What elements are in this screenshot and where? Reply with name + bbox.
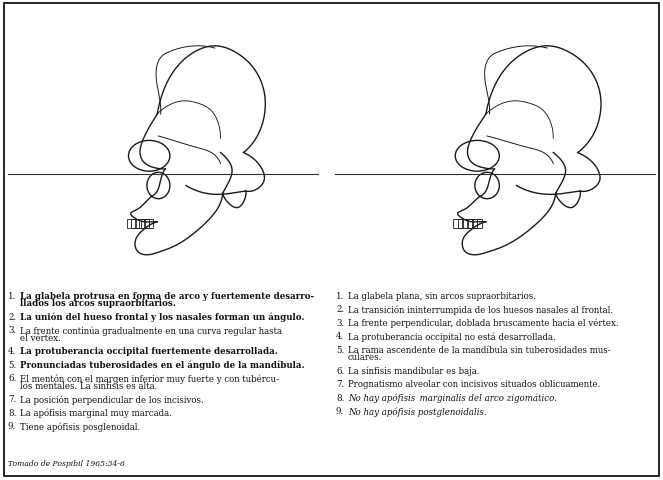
Bar xyxy=(141,219,149,228)
Text: El mentón con el margen inferior muy fuerte y con tubércu-: El mentón con el margen inferior muy fue… xyxy=(20,374,279,383)
Text: La posición perpendicular de los incisivos.: La posición perpendicular de los incisiv… xyxy=(20,395,204,404)
Text: Tomado de Pospibil 1965:34-6: Tomado de Pospibil 1965:34-6 xyxy=(8,459,125,467)
Text: La unión del hueso frontal y los nasales forman un ángulo.: La unión del hueso frontal y los nasales… xyxy=(20,312,304,322)
Text: No hay apófisis  marginalis del arco zigomático.: No hay apófisis marginalis del arco zigo… xyxy=(348,393,557,403)
Bar xyxy=(463,219,472,228)
Text: el vértex.: el vértex. xyxy=(20,333,61,342)
Bar xyxy=(458,219,467,228)
Text: Prognatismo alveolar con incisivos situados oblicuamente.: Prognatismo alveolar con incisivos situa… xyxy=(348,380,601,389)
Text: La glabela protrusa en forma de arco y fuertemente desarro-: La glabela protrusa en forma de arco y f… xyxy=(20,291,314,300)
Text: 9.: 9. xyxy=(8,421,17,431)
Text: culares.: culares. xyxy=(348,353,383,362)
Text: 6.: 6. xyxy=(336,366,344,375)
Text: 1.: 1. xyxy=(336,291,344,300)
Text: Pronunciadas tuberosidades en el ángulo de la mandíbula.: Pronunciadas tuberosidades en el ángulo … xyxy=(20,360,304,370)
Text: 5.: 5. xyxy=(8,360,17,369)
Text: Tiene apófisis posglenoidal.: Tiene apófisis posglenoidal. xyxy=(20,421,141,431)
Text: 2.: 2. xyxy=(336,305,344,314)
Text: 4.: 4. xyxy=(336,332,344,341)
Bar xyxy=(453,219,462,228)
Text: 3.: 3. xyxy=(8,326,16,335)
Bar xyxy=(136,219,144,228)
Text: La apófisis marginal muy marcada.: La apófisis marginal muy marcada. xyxy=(20,408,172,418)
Text: La frente perpendicular, doblada bruscamente hacia el vértex.: La frente perpendicular, doblada bruscam… xyxy=(348,318,619,328)
Text: 2.: 2. xyxy=(8,312,17,321)
Text: La protuberancia occipital no está desarrollada.: La protuberancia occipital no está desar… xyxy=(348,332,556,341)
Bar xyxy=(468,219,477,228)
Text: La glabela plana, sin arcos supraorbitarios.: La glabela plana, sin arcos supraorbitar… xyxy=(348,291,536,300)
Text: 1.: 1. xyxy=(8,291,17,300)
Text: 8.: 8. xyxy=(336,393,344,402)
Text: 5.: 5. xyxy=(336,345,344,354)
Text: 3.: 3. xyxy=(336,318,344,327)
Text: 6.: 6. xyxy=(8,374,17,383)
Bar xyxy=(127,219,135,228)
Text: los mentales. La sínfisis es alta.: los mentales. La sínfisis es alta. xyxy=(20,381,157,390)
Text: 9.: 9. xyxy=(336,407,344,416)
Text: 7.: 7. xyxy=(8,395,17,404)
Text: llados los arcos supraorbitarios.: llados los arcos supraorbitarios. xyxy=(20,299,176,308)
Text: 7.: 7. xyxy=(336,380,344,389)
Text: La transición ininterrumpida de los huesos nasales al frontal.: La transición ininterrumpida de los hues… xyxy=(348,305,613,314)
Text: La protuberancia occipital fuertemente desarrollada.: La protuberancia occipital fuertemente d… xyxy=(20,347,278,356)
Bar xyxy=(473,219,481,228)
Text: La frente continúa gradualmente en una curva regular hasta: La frente continúa gradualmente en una c… xyxy=(20,326,282,336)
Text: La sínfisis mandibular es baja.: La sínfisis mandibular es baja. xyxy=(348,366,479,376)
Text: 4.: 4. xyxy=(8,347,17,356)
Text: No hay apófisis postglenoidalis.: No hay apófisis postglenoidalis. xyxy=(348,407,487,416)
Bar xyxy=(145,219,153,228)
Text: La rama ascendente de la mandíbula sin tuberosidades mus-: La rama ascendente de la mandíbula sin t… xyxy=(348,345,611,354)
Text: 8.: 8. xyxy=(8,408,17,417)
Bar xyxy=(131,219,139,228)
